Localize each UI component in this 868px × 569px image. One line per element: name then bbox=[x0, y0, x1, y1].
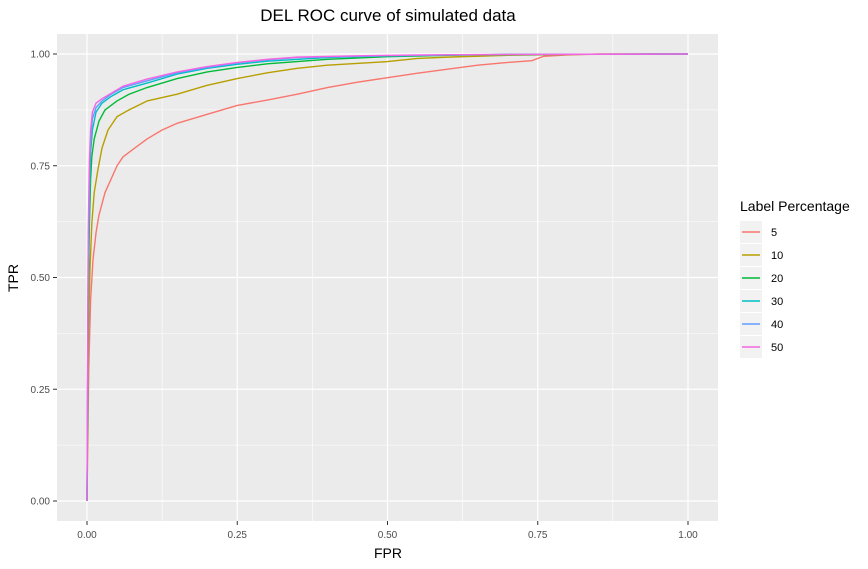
legend-label: 50 bbox=[771, 342, 783, 354]
y-axis-title: TPR bbox=[5, 264, 21, 292]
legend-items: 5 10 20 30 40 50 bbox=[740, 221, 783, 358]
x-tick-label: 0.25 bbox=[228, 530, 248, 541]
legend-label: 40 bbox=[771, 319, 783, 331]
legend-item-30: 30 bbox=[740, 290, 783, 312]
legend-title: Label Percentage bbox=[740, 198, 850, 214]
legend-item-40: 40 bbox=[740, 313, 783, 335]
legend-label: 10 bbox=[771, 250, 783, 262]
y-tick-label: 0.25 bbox=[31, 385, 51, 396]
legend-item-50: 50 bbox=[740, 336, 783, 358]
x-tick-label: 1.00 bbox=[678, 530, 698, 541]
chart-title: DEL ROC curve of simulated data bbox=[260, 6, 516, 25]
legend-item-10: 10 bbox=[740, 244, 783, 266]
series-line-5 bbox=[86, 53, 688, 502]
legend-label: 20 bbox=[771, 273, 783, 285]
legend-label: 5 bbox=[771, 227, 777, 239]
y-tick-label: 0.75 bbox=[31, 161, 51, 172]
y-axis: 0.00 0.25 0.50 0.75 1.00 bbox=[31, 50, 57, 508]
y-tick-label: 0.50 bbox=[31, 273, 51, 284]
x-tick-label: 0.00 bbox=[77, 530, 97, 541]
series-line-20 bbox=[86, 53, 689, 502]
y-tick-label: 1.00 bbox=[31, 50, 51, 61]
legend-item-20: 20 bbox=[740, 267, 783, 289]
x-axis-title: FPR bbox=[374, 545, 402, 561]
series-lines bbox=[86, 53, 689, 502]
series-line-50 bbox=[86, 53, 689, 502]
series-line-10 bbox=[86, 53, 689, 502]
y-tick-label: 0.00 bbox=[31, 497, 51, 508]
legend-label: 30 bbox=[771, 296, 783, 308]
legend-item-5: 5 bbox=[740, 221, 777, 243]
x-tick-label: 0.50 bbox=[378, 530, 398, 541]
x-tick-label: 0.75 bbox=[528, 530, 548, 541]
grid-lines bbox=[57, 34, 718, 521]
legend: Label Percentage 5 10 20 30 40 50 bbox=[740, 198, 850, 358]
x-axis: 0.00 0.25 0.50 0.75 1.00 bbox=[77, 521, 698, 541]
